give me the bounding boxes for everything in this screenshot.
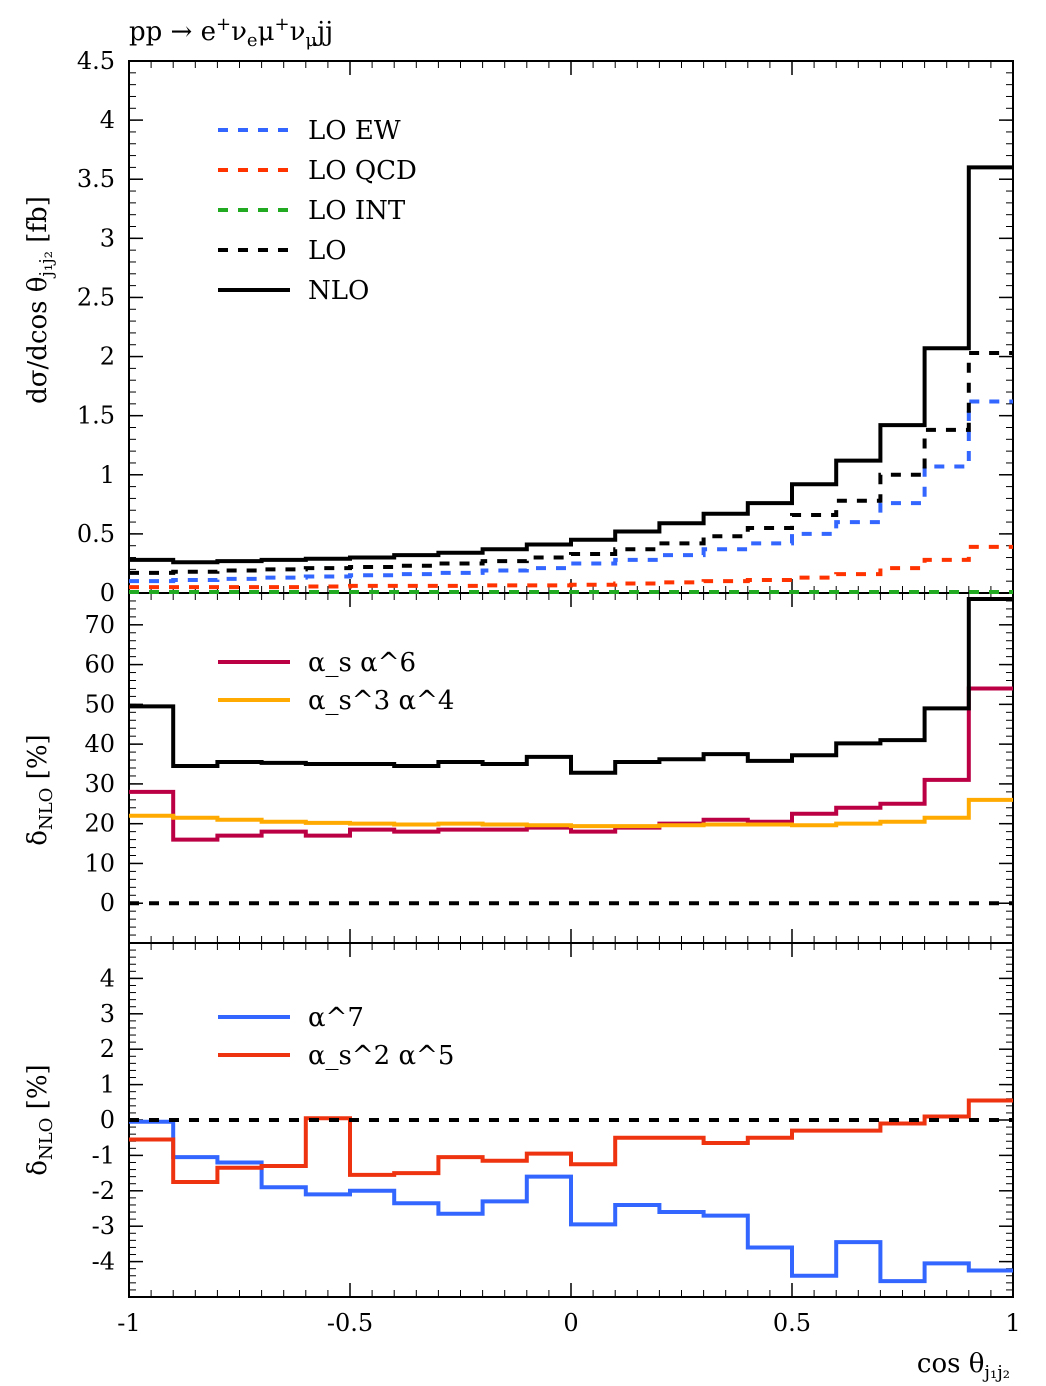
- xtick-label: 0: [563, 1309, 578, 1337]
- ytick-label: 1.5: [77, 402, 115, 430]
- ytick-label: 1: [100, 1071, 115, 1099]
- legend-label: α_s^3 α^4: [308, 686, 454, 716]
- ytick-label: -1: [92, 1141, 115, 1169]
- xtick-label: -0.5: [327, 1309, 373, 1337]
- ytick-label: 70: [84, 611, 115, 639]
- ytick-label: -2: [92, 1177, 115, 1205]
- ytick-label: 0.5: [77, 520, 115, 548]
- ytick-label: 3: [100, 224, 115, 252]
- ytick-label: 0: [100, 889, 115, 917]
- legend-label: LO EW: [308, 116, 401, 146]
- ytick-label: 3.5: [77, 165, 115, 193]
- ytick-label: 4: [100, 106, 115, 134]
- series-main-nlo: [129, 165, 1013, 565]
- series-main-lo-qcd: [129, 544, 1013, 590]
- xtick-label: 0.5: [773, 1309, 811, 1337]
- main-ylabel: dσ/dcos θj₁j₂ [fb]: [23, 196, 57, 404]
- ytick-label: 40: [84, 730, 115, 758]
- ytick-label: 50: [84, 690, 115, 718]
- legend-label: α^7: [308, 1003, 364, 1033]
- legend-label: α_s α^6: [308, 648, 416, 678]
- xtick-label: -1: [117, 1309, 140, 1337]
- series-ratio1--s-3-4: [129, 797, 1013, 829]
- chart-title: pp → e+νeμ+νμjj: [129, 14, 333, 51]
- x-axis-label: cos θj₁j₂: [917, 1349, 1010, 1383]
- series-ratio2--7: [129, 1119, 1013, 1284]
- ytick-label: 2: [100, 343, 115, 371]
- legend-label: LO QCD: [308, 156, 417, 186]
- ratio1-ylabel: δNLO [%]: [23, 734, 57, 845]
- ytick-label: 20: [84, 810, 115, 838]
- legend-label: LO INT: [308, 196, 406, 226]
- xtick-label: 1: [1005, 1309, 1020, 1337]
- ytick-label: 0: [100, 579, 115, 607]
- legend-label: NLO: [308, 276, 369, 306]
- ytick-label: 1: [100, 461, 115, 489]
- series-ratio1-total: [129, 596, 1013, 775]
- ytick-label: -4: [92, 1248, 115, 1276]
- ticks-layer: 00.511.522.533.544.5010203040506070-4-3-…: [77, 47, 1021, 1337]
- legend-label: LO: [308, 236, 347, 266]
- ytick-label: -3: [92, 1212, 115, 1240]
- series-layer: [129, 165, 1013, 1284]
- ytick-label: 0: [100, 1106, 115, 1134]
- series-ratio1--s-6: [129, 686, 1013, 842]
- ytick-label: 2.5: [77, 283, 115, 311]
- ytick-label: 2: [100, 1035, 115, 1063]
- series-ratio2--s-2-5: [129, 1098, 1013, 1184]
- ytick-label: 30: [84, 770, 115, 798]
- ytick-label: 3: [100, 1000, 115, 1028]
- ytick-label: 4: [100, 964, 115, 992]
- series-main-lo-ew: [129, 399, 1013, 584]
- legend-label: α_s^2 α^5: [308, 1041, 454, 1071]
- main-panel-frame: [128, 60, 1014, 594]
- ytick-label: 10: [84, 849, 115, 877]
- ytick-label: 4.5: [77, 47, 115, 75]
- ratio2-ylabel: δNLO [%]: [23, 1064, 57, 1175]
- series-main-lo: [129, 351, 1013, 575]
- legend-layer: LO EW LO QCD LO INT LO NLO α_s α^6 α_s^3 α^4 α^…: [218, 116, 454, 1071]
- ytick-label: 60: [84, 651, 115, 679]
